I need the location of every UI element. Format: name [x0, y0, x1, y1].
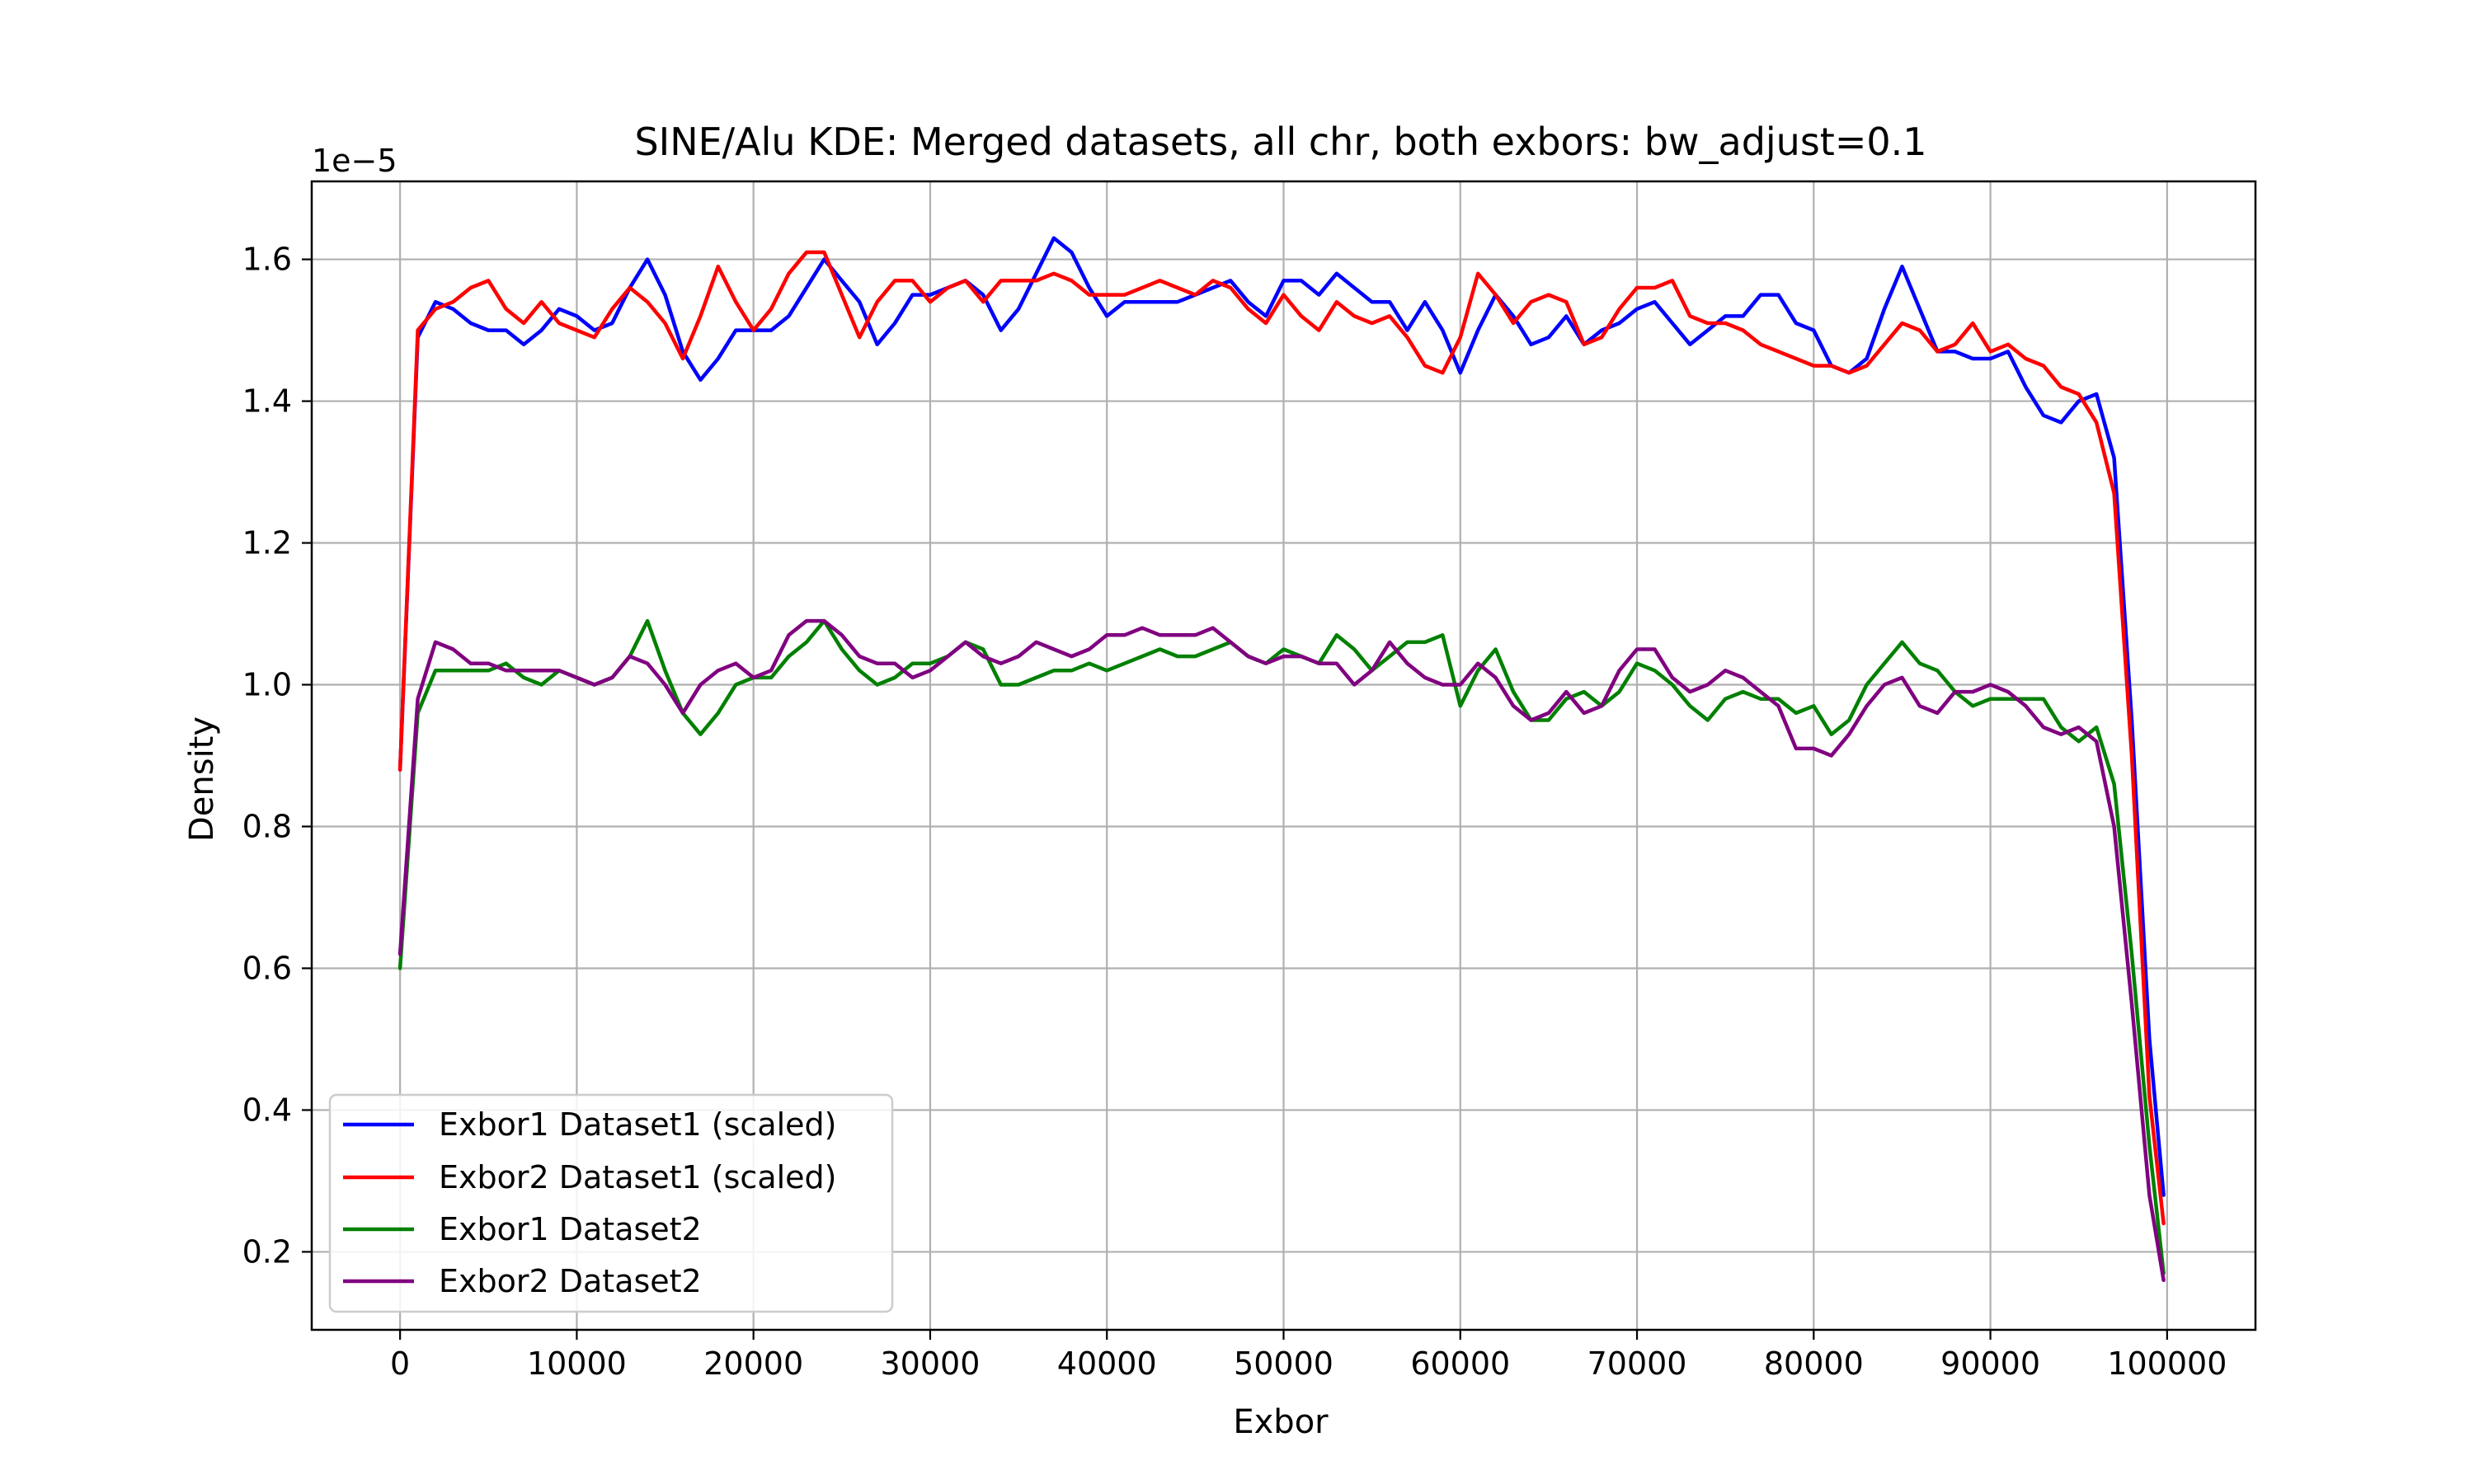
- series-lines: [397, 236, 2166, 1283]
- series-line-3: [397, 618, 2166, 1275]
- x-tick-label: 10000: [527, 1345, 627, 1382]
- legend-label: Exbor2 Dataset2: [439, 1263, 702, 1299]
- y-axis-label: Density: [183, 716, 221, 842]
- legend-entry-exbor2-dataset2: Exbor2 Dataset2: [343, 1263, 702, 1299]
- x-tick-label: 100000: [2107, 1345, 2227, 1382]
- x-tick-label: 20000: [703, 1345, 803, 1382]
- y-tick-label: 1.4: [242, 383, 292, 420]
- legend-label: Exbor2 Dataset1 (scaled): [439, 1159, 837, 1195]
- y-tick-label: 0.8: [242, 808, 292, 844]
- x-tick-label: 90000: [1940, 1345, 2040, 1382]
- series-line-4: [397, 618, 2166, 1283]
- y-offset-label: 1e−5: [312, 143, 397, 179]
- x-tick-label: 60000: [1410, 1345, 1510, 1382]
- x-tick-label: 70000: [1587, 1345, 1687, 1382]
- x-axis-label: Exbor: [1233, 1403, 1329, 1441]
- legend-label: Exbor1 Dataset1 (scaled): [439, 1106, 837, 1143]
- series-line-2: [397, 250, 2166, 1226]
- y-tick-label: 0.4: [242, 1092, 292, 1128]
- x-tick-label: 50000: [1234, 1345, 1333, 1382]
- legend-entry-exbor1-dataset1: Exbor1 Dataset1 (scaled): [343, 1106, 837, 1143]
- legend-box: [328, 1093, 894, 1313]
- x-tick-label: 30000: [881, 1345, 981, 1382]
- y-tick-label: 0.2: [242, 1233, 292, 1270]
- legend-entry-exbor2-dataset1: Exbor2 Dataset1 (scaled): [343, 1159, 837, 1195]
- x-tick-label: 80000: [1764, 1345, 1864, 1382]
- legend: Exbor1 Dataset1 (scaled) Exbor2 Dataset1…: [328, 1093, 894, 1313]
- y-tick-label: 1.6: [242, 242, 292, 278]
- x-tick-label: 40000: [1057, 1345, 1157, 1382]
- legend-label: Exbor1 Dataset2: [439, 1211, 702, 1247]
- series-line-1: [397, 236, 2166, 1197]
- chart-title: SINE/Alu KDE: Merged datasets, all chr, …: [634, 120, 1926, 164]
- x-tick-label: 0: [390, 1345, 410, 1382]
- grid: [312, 181, 2255, 1330]
- y-axis-ticks: 0.2 0.4 0.6 0.8 1.0 1.2 1.4 1.6: [242, 242, 312, 1270]
- x-axis-ticks: 0 10000 20000 30000 40000 50000 60000 70000 8000…: [390, 1330, 2227, 1382]
- y-tick-label: 0.6: [242, 950, 292, 986]
- y-tick-label: 1.0: [242, 667, 292, 703]
- legend-entry-exbor1-dataset2: Exbor1 Dataset2: [343, 1211, 702, 1247]
- y-tick-label: 1.2: [242, 525, 292, 561]
